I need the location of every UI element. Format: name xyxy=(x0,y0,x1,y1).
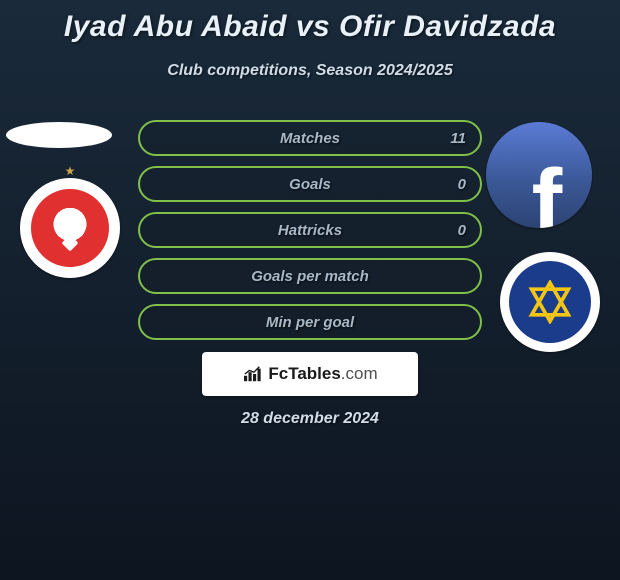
bars-chart-icon xyxy=(242,365,264,383)
club-badge-right xyxy=(500,252,600,352)
stat-value: 0 xyxy=(458,176,466,193)
stat-row: Hattricks 0 xyxy=(138,212,482,248)
stats-panel: Matches 11 Goals 0 Hattricks 0 Goals per… xyxy=(138,120,482,350)
stat-label: Hattricks xyxy=(278,222,342,239)
comparison-date: 28 december 2024 xyxy=(0,410,620,428)
star-icon: ★ xyxy=(65,164,76,178)
club-badge-left: ★ HAPOEL xyxy=(20,178,120,278)
maccabi-crest xyxy=(509,261,591,343)
facebook-icon: f xyxy=(532,166,563,228)
stat-label: Goals per match xyxy=(251,268,369,285)
crest-text: HAPOEL xyxy=(33,201,107,207)
facebook-share-button[interactable]: f xyxy=(486,122,592,228)
stat-row: Min per goal xyxy=(138,304,482,340)
stat-row: Goals per match xyxy=(138,258,482,294)
stat-value: 11 xyxy=(450,130,466,147)
star-of-david-icon xyxy=(528,280,572,324)
stat-row: Matches 11 xyxy=(138,120,482,156)
stat-row: Goals 0 xyxy=(138,166,482,202)
crest-pattern xyxy=(50,233,90,261)
stat-value: 0 xyxy=(458,222,466,239)
player-photo-left xyxy=(6,122,112,148)
brand-name: FcTables.com xyxy=(268,364,377,384)
hapoel-crest: HAPOEL xyxy=(31,189,109,267)
stat-label: Matches xyxy=(280,130,340,147)
fctables-link[interactable]: FcTables.com xyxy=(202,352,418,396)
comparison-subtitle: Club competitions, Season 2024/2025 xyxy=(0,62,620,80)
stat-label: Goals xyxy=(289,176,331,193)
stat-label: Min per goal xyxy=(266,314,354,331)
comparison-title: Iyad Abu Abaid vs Ofir Davidzada xyxy=(0,0,620,44)
